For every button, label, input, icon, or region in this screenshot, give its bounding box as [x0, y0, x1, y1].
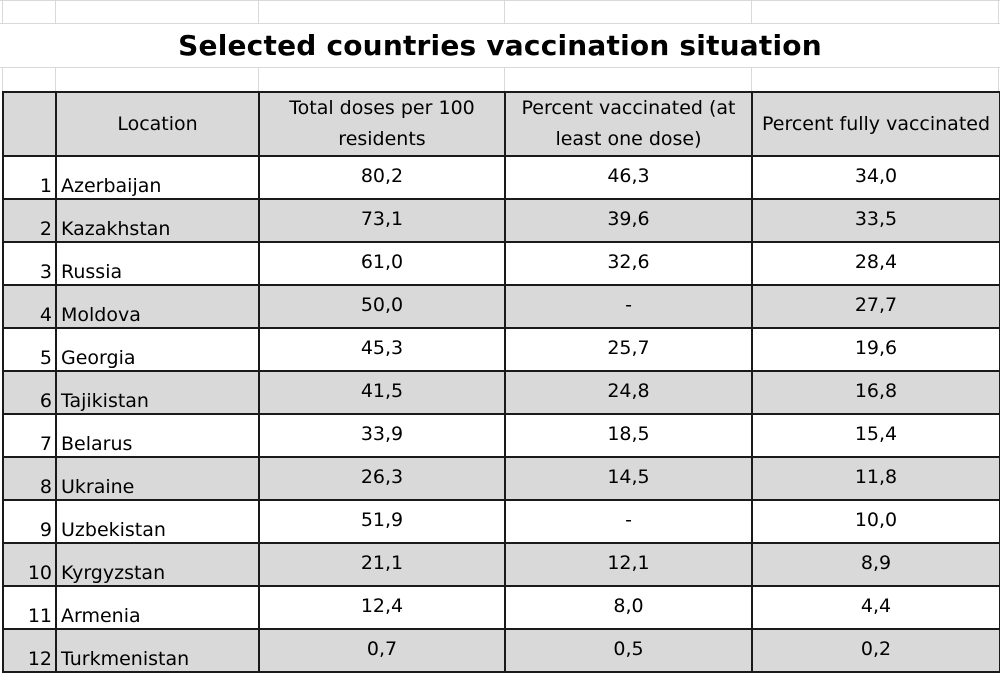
percent-one-dose-cell[interactable]: 32,6: [504, 241, 753, 286]
percent-one-dose-cell[interactable]: 18,5: [504, 413, 753, 458]
header-percent-one-dose[interactable]: Percent vaccinated (at least one dose): [504, 91, 753, 157]
table-row: 9 Uzbekistan 51,9-10,0: [2, 499, 1000, 544]
location-cell[interactable]: Kyrgyzstan: [55, 542, 260, 587]
table-row: 4 Moldova 50,0-27,7: [2, 284, 1000, 329]
header-location[interactable]: Location: [55, 91, 260, 157]
location-cell[interactable]: Uzbekistan: [55, 499, 260, 544]
percent-one-dose-cell[interactable]: 39,6: [504, 198, 753, 243]
row-index-cell[interactable]: 2: [2, 198, 57, 243]
table-row: 3 Russia 61,0 32,6 28,4: [2, 241, 1000, 286]
location-cell[interactable]: Turkmenistan: [55, 628, 260, 673]
percent-fully-cell[interactable]: 28,4: [751, 241, 1000, 286]
percent-one-dose-cell[interactable]: 8,0: [504, 585, 753, 630]
percent-one-dose-cell[interactable]: 12,1: [504, 542, 753, 587]
location-cell[interactable]: Russia: [55, 241, 260, 286]
gridline: [0, 23, 1000, 24]
row-index-cell[interactable]: 11: [2, 585, 57, 630]
total-doses-cell[interactable]: 41,5: [258, 370, 506, 415]
percent-fully-cell[interactable]: 19,6: [751, 327, 1000, 372]
table-row: 11 Armenia 12,4 8,0 4,4: [2, 585, 1000, 630]
gridline: [0, 0, 1000, 1]
total-doses-cell[interactable]: 73,1: [258, 198, 506, 243]
location-cell[interactable]: Tajikistan: [55, 370, 260, 415]
percent-fully-cell[interactable]: 34,0: [751, 155, 1000, 200]
percent-one-dose-cell[interactable]: 46,3: [504, 155, 753, 200]
location-cell[interactable]: Belarus: [55, 413, 260, 458]
row-index-cell[interactable]: 6: [2, 370, 57, 415]
percent-fully-cell[interactable]: 8,9: [751, 542, 1000, 587]
table-row: 8 Ukraine 26,3 14,5 11,8: [2, 456, 1000, 501]
gridline: [0, 67, 1000, 68]
total-doses-cell[interactable]: 80,2: [258, 155, 506, 200]
percent-one-dose-cell[interactable]: -: [504, 499, 753, 544]
percent-one-dose-cell[interactable]: 0,5: [504, 628, 753, 673]
total-doses-cell[interactable]: 45,3: [258, 327, 506, 372]
total-doses-cell[interactable]: 51,9: [258, 499, 506, 544]
row-index-cell[interactable]: 9: [2, 499, 57, 544]
total-doses-cell[interactable]: 12,4: [258, 585, 506, 630]
location-cell[interactable]: Kazakhstan: [55, 198, 260, 243]
percent-one-dose-cell[interactable]: 25,7: [504, 327, 753, 372]
table-row: 6 Tajikistan 41,5 24,8 16,8: [2, 370, 1000, 415]
vaccination-table: Location Total doses per 100 residents P…: [2, 91, 1000, 673]
row-index-cell[interactable]: 8: [2, 456, 57, 501]
total-doses-cell[interactable]: 0,7: [258, 628, 506, 673]
sheet-title[interactable]: Selected countries vaccination situation: [0, 24, 1000, 67]
table-row: 10 Kyrgyzstan 21,1 12,1 8,9: [2, 542, 1000, 587]
table-body: 1 Azerbaijan 80,2 46,3 34,0 2 Kazakhstan 73,1 39…: [2, 155, 1000, 673]
header-percent-fully[interactable]: Percent fully vaccinated: [751, 91, 1000, 157]
table-row: 5 Georgia 45,3 25,7 19,6: [2, 327, 1000, 372]
header-row: Location Total doses per 100 residents P…: [2, 91, 1000, 157]
percent-one-dose-cell[interactable]: -: [504, 284, 753, 329]
percent-one-dose-cell[interactable]: 24,8: [504, 370, 753, 415]
table-row: 2 Kazakhstan 73,1 39,6 33,5: [2, 198, 1000, 243]
percent-fully-cell[interactable]: 16,8: [751, 370, 1000, 415]
row-index-cell[interactable]: 10: [2, 542, 57, 587]
header-index[interactable]: [2, 91, 57, 157]
percent-fully-cell[interactable]: 0,2: [751, 628, 1000, 673]
percent-fully-cell[interactable]: 11,8: [751, 456, 1000, 501]
percent-fully-cell[interactable]: 15,4: [751, 413, 1000, 458]
location-cell[interactable]: Armenia: [55, 585, 260, 630]
location-cell[interactable]: Moldova: [55, 284, 260, 329]
table-row: 7 Belarus 33,9 18,5 15,4: [2, 413, 1000, 458]
percent-one-dose-cell[interactable]: 14,5: [504, 456, 753, 501]
row-index-cell[interactable]: 5: [2, 327, 57, 372]
row-index-cell[interactable]: 3: [2, 241, 57, 286]
location-cell[interactable]: Azerbaijan: [55, 155, 260, 200]
location-cell[interactable]: Georgia: [55, 327, 260, 372]
total-doses-cell[interactable]: 50,0: [258, 284, 506, 329]
table-row: 1 Azerbaijan 80,2 46,3 34,0: [2, 155, 1000, 200]
row-index-cell[interactable]: 4: [2, 284, 57, 329]
total-doses-cell[interactable]: 21,1: [258, 542, 506, 587]
total-doses-cell[interactable]: 33,9: [258, 413, 506, 458]
table-row: 12 Turkmenistan 0,7 0,5 0,2: [2, 628, 1000, 673]
percent-fully-cell[interactable]: 27,7: [751, 284, 1000, 329]
total-doses-cell[interactable]: 26,3: [258, 456, 506, 501]
row-index-cell[interactable]: 12: [2, 628, 57, 673]
percent-fully-cell[interactable]: 4,4: [751, 585, 1000, 630]
total-doses-cell[interactable]: 61,0: [258, 241, 506, 286]
percent-fully-cell[interactable]: 33,5: [751, 198, 1000, 243]
row-index-cell[interactable]: 1: [2, 155, 57, 200]
row-index-cell[interactable]: 7: [2, 413, 57, 458]
header-total-doses[interactable]: Total doses per 100 residents: [258, 91, 506, 157]
percent-fully-cell[interactable]: 10,0: [751, 499, 1000, 544]
location-cell[interactable]: Ukraine: [55, 456, 260, 501]
